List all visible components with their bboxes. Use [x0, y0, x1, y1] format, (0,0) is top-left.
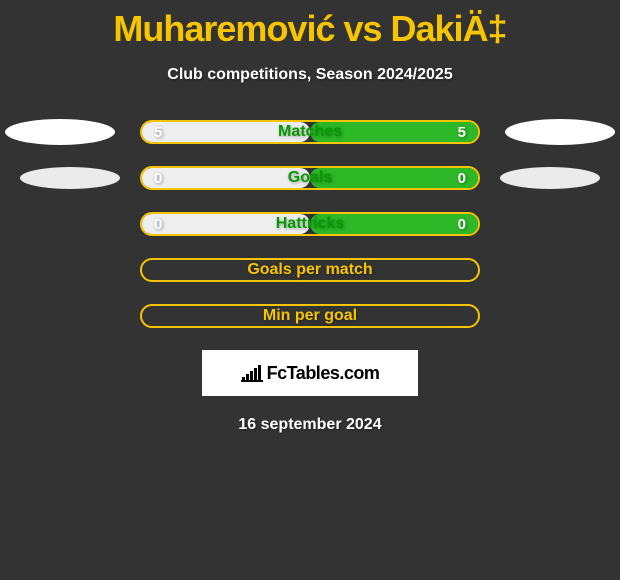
player-left-marker — [5, 119, 115, 145]
stat-label: Matches — [278, 123, 342, 141]
stat-label: Goals — [288, 169, 332, 187]
stat-value-right: 5 — [458, 124, 466, 141]
barchart-icon — [241, 364, 263, 382]
stat-bar: 0 0 Hattricks — [140, 212, 480, 236]
bar-fill-left — [142, 168, 310, 188]
stat-bar: 5 5 Matches — [140, 120, 480, 144]
stat-value-right: 0 — [458, 170, 466, 187]
stat-value-left: 5 — [154, 124, 162, 141]
logo-box[interactable]: FcTables.com — [202, 350, 418, 396]
stat-row: 5 5 Matches — [0, 120, 620, 144]
subtitle: Club competitions, Season 2024/2025 — [0, 66, 620, 84]
stat-label: Hattricks — [276, 215, 344, 233]
stat-bar: Min per goal — [140, 304, 480, 328]
date-label: 16 september 2024 — [0, 416, 620, 434]
logo-text: FcTables.com — [267, 363, 380, 384]
stat-value-left: 0 — [154, 216, 162, 233]
stat-row: Min per goal — [0, 304, 620, 328]
stat-value-left: 0 — [154, 170, 162, 187]
player-right-marker — [500, 167, 600, 189]
comparison-widget: Muharemović vs DakiÄ‡ Club competitions,… — [0, 0, 620, 434]
player-right-marker — [505, 119, 615, 145]
stat-label: Min per goal — [263, 307, 357, 325]
stat-rows: 5 5 Matches 0 0 Goals 0 0 Hattricks Goals per mat… — [0, 120, 620, 328]
stat-bar: 0 0 Goals — [140, 166, 480, 190]
page-title: Muharemović vs DakiÄ‡ — [0, 0, 620, 50]
stat-row: 0 0 Hattricks — [0, 212, 620, 236]
stat-bar: Goals per match — [140, 258, 480, 282]
stat-label: Goals per match — [247, 261, 372, 279]
stat-row: Goals per match — [0, 258, 620, 282]
player-left-marker — [20, 167, 120, 189]
stat-row: 0 0 Goals — [0, 166, 620, 190]
stat-value-right: 0 — [458, 216, 466, 233]
bar-fill-right — [310, 168, 478, 188]
